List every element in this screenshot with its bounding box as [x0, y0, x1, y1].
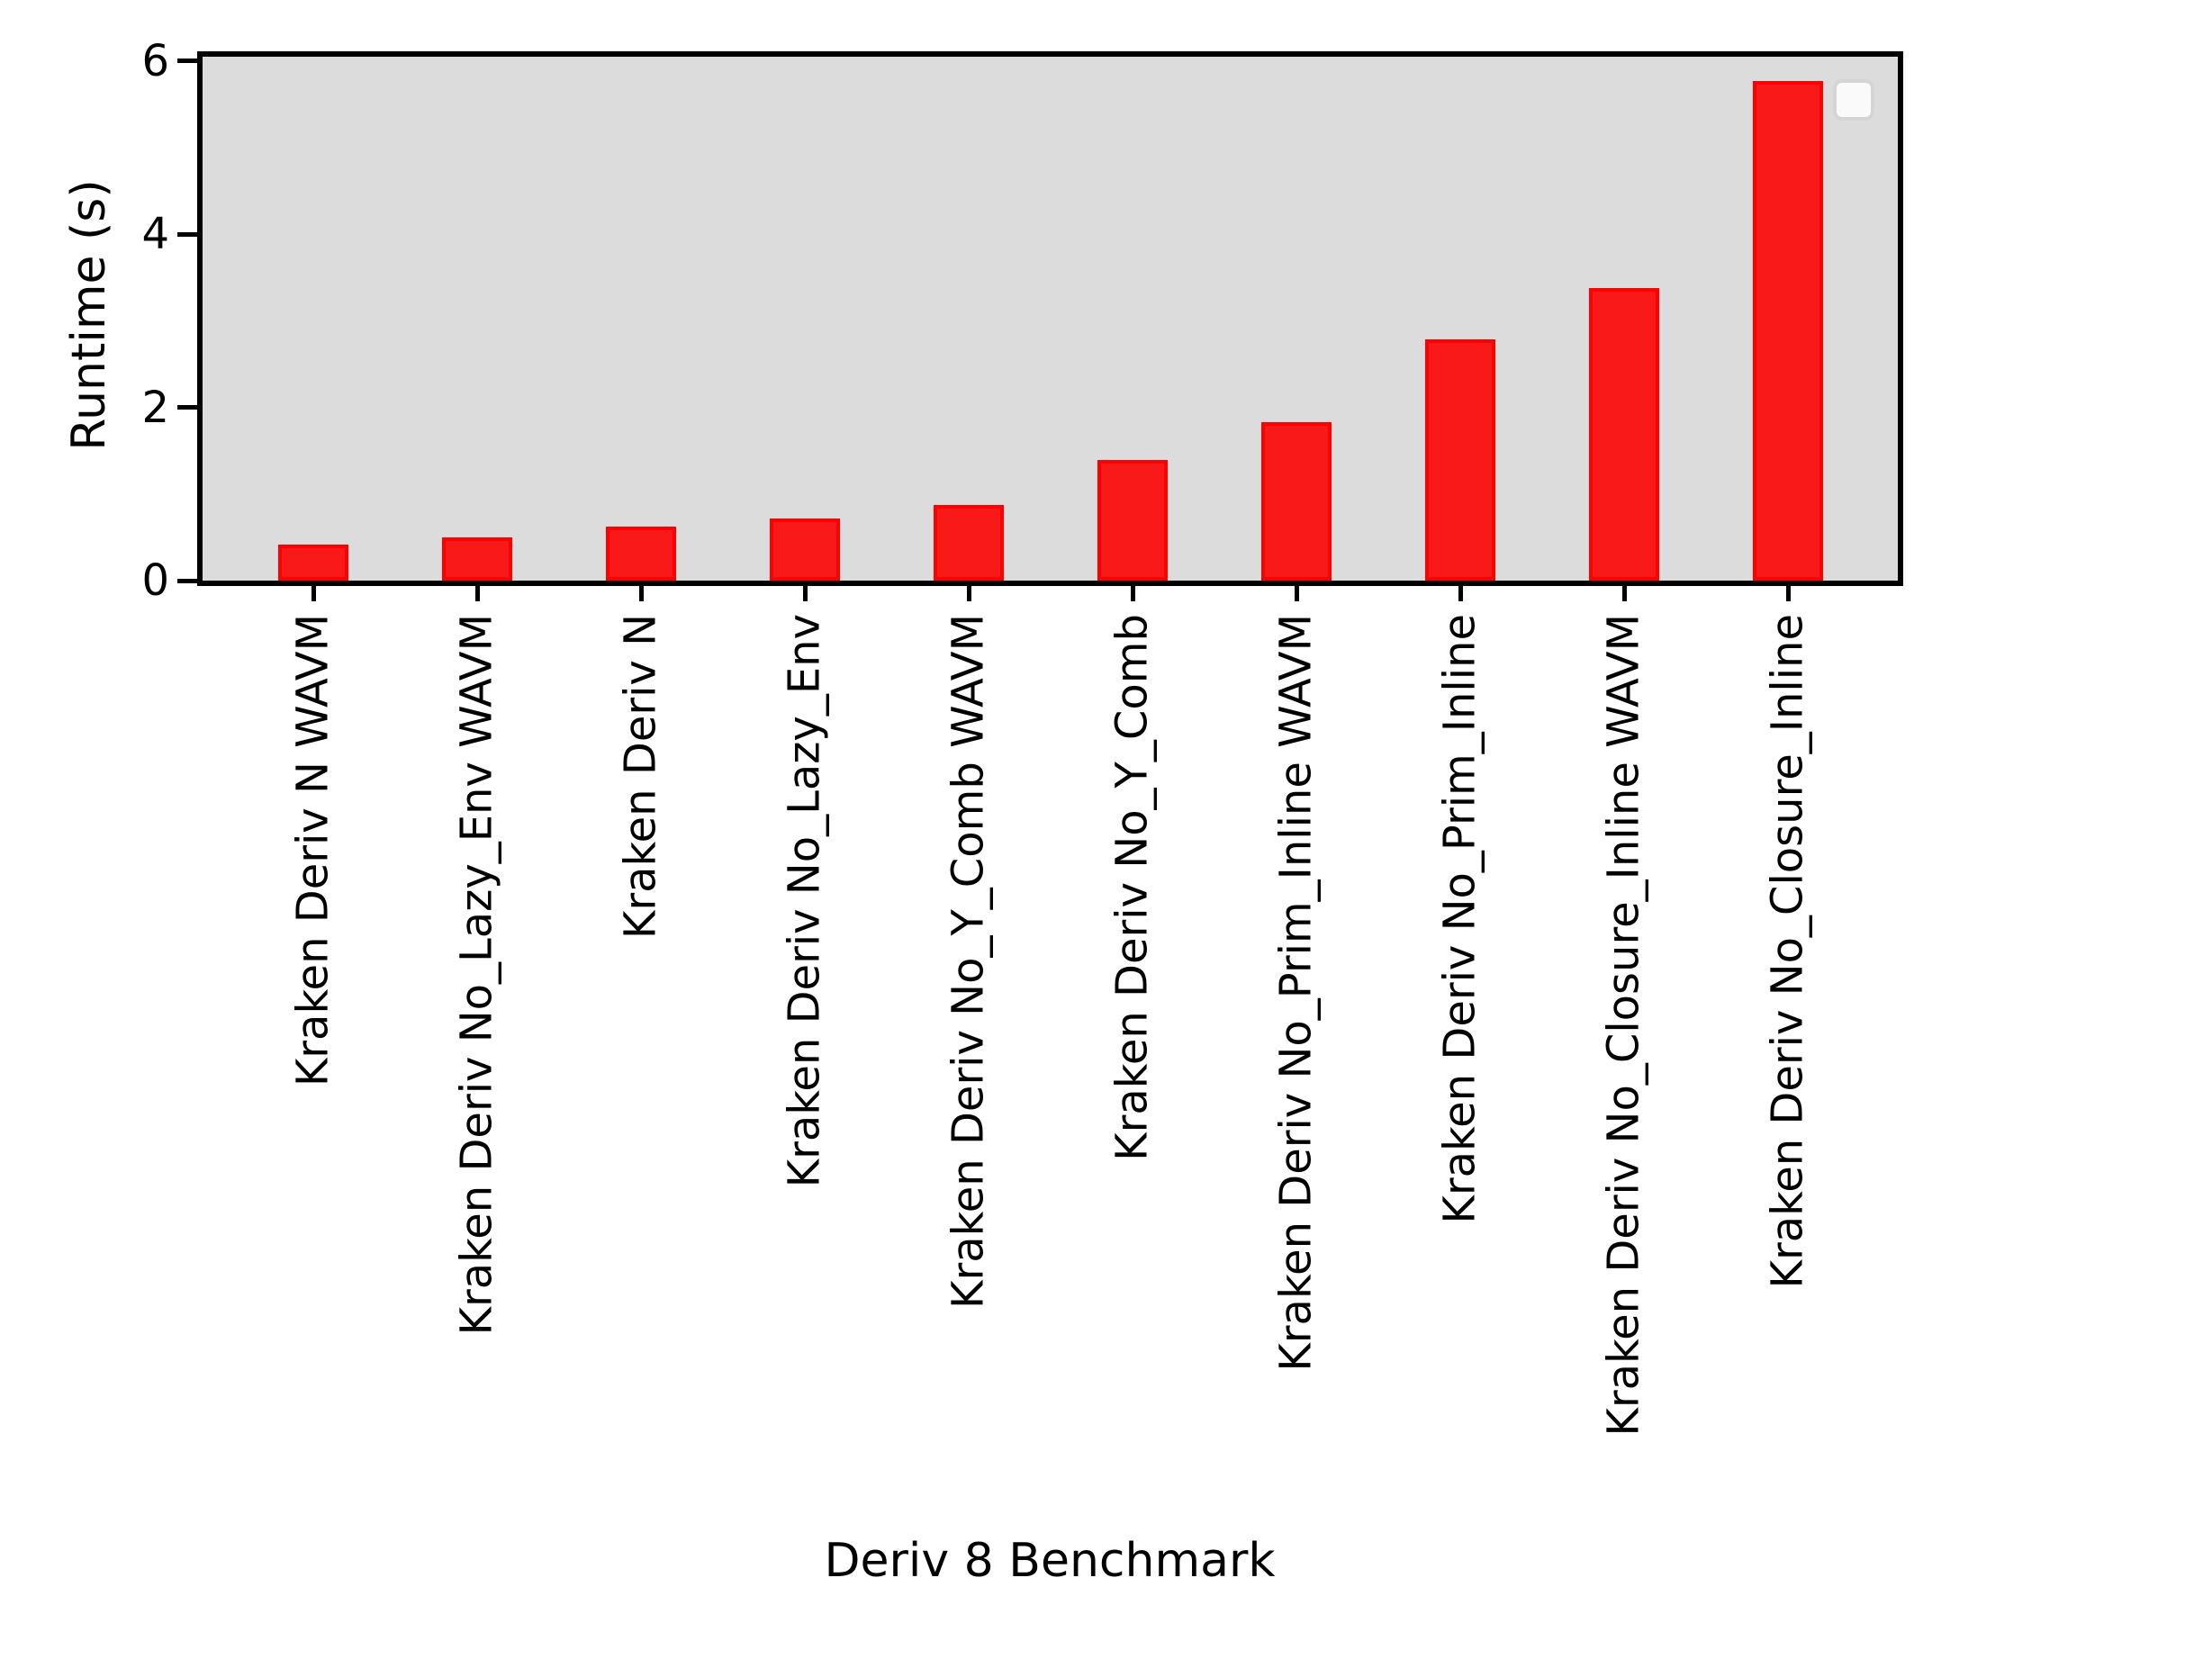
x-tick	[1131, 584, 1135, 601]
x-tick-label: Kraken Deriv No_Prim_Inline WAVM	[1270, 614, 1322, 1375]
x-tick-label-text: Kraken Deriv No_Lazy_Env	[779, 614, 830, 1188]
x-tick-label: Kraken Deriv No_Prim_Inline	[1434, 614, 1485, 1228]
x-tick-label: Kraken Deriv No_Y_Comb WAVM	[943, 614, 993, 1312]
plot-area	[197, 51, 1903, 586]
x-tick-label-text: Kraken Deriv No_Prim_Inline WAVM	[1270, 614, 1322, 1372]
bar-2	[442, 537, 512, 581]
bar-5	[934, 505, 1004, 581]
legend-box	[1833, 79, 1874, 121]
x-tick-label: Kraken Deriv No_Closure_Inline	[1762, 614, 1813, 1292]
y-tick-label: 2	[141, 382, 169, 433]
x-tick	[1786, 584, 1791, 601]
x-tick	[967, 584, 971, 601]
bar-3	[606, 527, 676, 581]
x-tick-label-text: Kraken Deriv N	[615, 614, 666, 940]
y-tick-label: 0	[141, 555, 169, 606]
x-tick-label-text: Kraken Deriv No_Y_Comb	[1106, 614, 1158, 1161]
y-tick	[177, 59, 197, 64]
y-tick-label: 4	[141, 209, 169, 260]
x-tick-label-text: Kraken Deriv No_Closure_Inline WAVM	[1598, 614, 1649, 1437]
x-tick-label-text: Kraken Deriv No_Prim_Inline	[1434, 614, 1485, 1224]
y-tick-label: 6	[141, 35, 169, 86]
x-tick	[1622, 584, 1627, 601]
x-tick-label-text: Kraken Deriv No_Closure_Inline	[1762, 614, 1813, 1289]
x-tick-label: Kraken Deriv No_Lazy_Env	[779, 614, 830, 1191]
x-tick	[475, 584, 480, 601]
bar-8	[1425, 339, 1495, 581]
x-tick-label-text: Kraken Deriv No_Lazy_Env WAVM	[451, 614, 502, 1336]
bar-7	[1261, 422, 1332, 581]
x-tick	[311, 584, 316, 601]
x-axis-label: Deriv 8 Benchmark	[824, 1534, 1276, 1588]
x-tick-label: Kraken Deriv No_Lazy_Env WAVM	[451, 614, 502, 1339]
x-tick	[1295, 584, 1299, 601]
x-tick-label: Kraken Deriv N WAVM	[287, 614, 339, 1090]
bar-1	[278, 545, 348, 581]
x-tick-label-text: Kraken Deriv No_Y_Comb WAVM	[943, 614, 994, 1309]
x-tick-label: Kraken Deriv N	[615, 614, 666, 942]
x-tick	[1458, 584, 1463, 601]
y-tick	[177, 578, 197, 583]
x-tick-label: Kraken Deriv No_Closure_Inline WAVM	[1598, 614, 1649, 1440]
bar-9	[1589, 288, 1659, 581]
x-tick-label-text: Kraken Deriv N WAVM	[287, 614, 339, 1087]
x-tick	[803, 584, 808, 601]
x-tick-label: Kraken Deriv No_Y_Comb	[1106, 614, 1158, 1165]
bar-6	[1097, 460, 1168, 581]
bar-10	[1753, 81, 1823, 581]
bar-4	[770, 518, 840, 581]
y-tick	[177, 231, 197, 237]
x-tick	[639, 584, 644, 601]
y-tick	[177, 405, 197, 410]
